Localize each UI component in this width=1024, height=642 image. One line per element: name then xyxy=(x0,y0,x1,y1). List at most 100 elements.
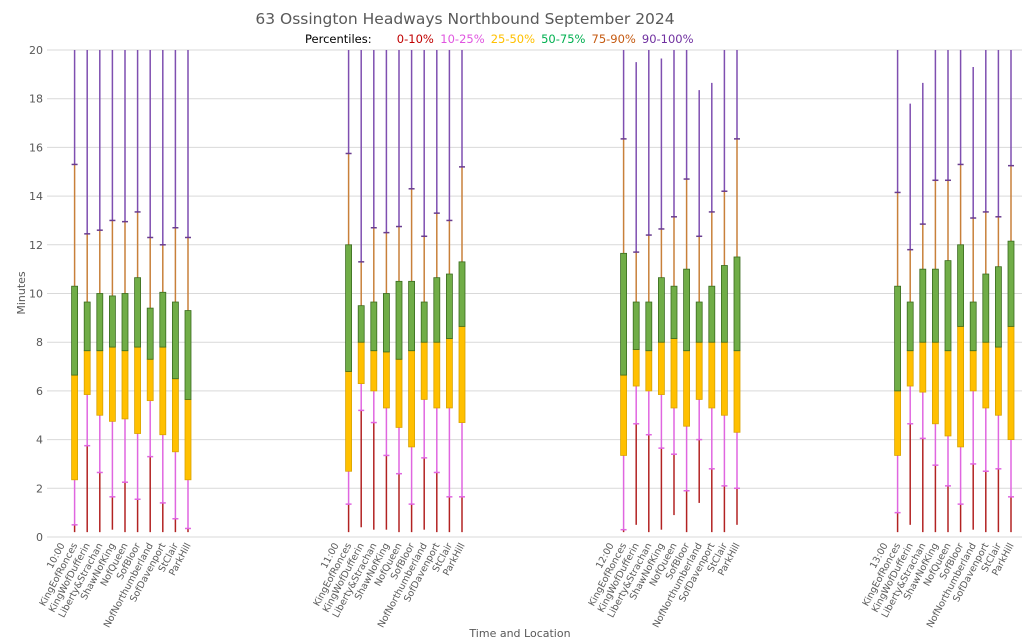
box-11:00-Liberty&Strachan xyxy=(370,50,378,530)
box-11:00-StClair xyxy=(445,50,453,533)
box-10:00-Liberty&Strachan xyxy=(96,50,104,533)
box-25-50 xyxy=(695,341,703,400)
box-50-75 xyxy=(382,293,390,353)
box-50-75 xyxy=(919,268,927,343)
box-25-50 xyxy=(109,346,116,422)
box-13:00-NofNorthumberland xyxy=(969,67,977,530)
box-12:00-KingWofDufferin xyxy=(632,62,640,525)
box-50-75 xyxy=(370,301,378,352)
box-25-50 xyxy=(906,350,914,387)
box-25-50 xyxy=(134,346,142,434)
box-50-75 xyxy=(146,307,154,360)
legend-entry: 50-75% xyxy=(541,32,585,46)
box-50-75 xyxy=(906,301,914,352)
legend-entry: 10-25% xyxy=(440,32,484,46)
box-11:00-NofQueen xyxy=(395,50,403,533)
box-12:00-KingEofRonces xyxy=(620,50,627,533)
y-tick-label: 16 xyxy=(29,141,43,154)
box-10:00-KingEofRonces xyxy=(71,50,78,533)
box-50-75 xyxy=(408,280,416,352)
box-50-75 xyxy=(420,301,428,343)
legend-entry: 75-90% xyxy=(592,32,636,46)
box-13:00-StClair xyxy=(995,50,1002,533)
box-10:00-SofDavenport xyxy=(159,50,167,533)
box-25-50 xyxy=(159,346,167,436)
box-25-50 xyxy=(345,371,353,472)
box-25-50 xyxy=(445,338,453,409)
box-25-50 xyxy=(995,346,1002,416)
box-25-50 xyxy=(645,350,653,392)
box-50-75 xyxy=(134,277,142,348)
box-25-50 xyxy=(932,341,939,425)
box-50-75 xyxy=(632,301,640,350)
box-25-50 xyxy=(408,350,416,448)
y-tick-label: 12 xyxy=(29,239,43,252)
box-11:00-SofDavenport xyxy=(433,50,441,533)
plot-area xyxy=(71,50,1015,533)
box-50-75 xyxy=(658,277,665,343)
box-11:00-NofNorthumberland xyxy=(420,50,428,530)
box-50-75 xyxy=(71,285,78,376)
box-50-75 xyxy=(894,285,901,392)
box-13:00-ShawNofKing xyxy=(932,50,939,533)
box-12:00-ParkHill xyxy=(733,50,741,525)
y-tick-label: 10 xyxy=(29,288,43,301)
box-25-50 xyxy=(658,341,665,395)
x-axis-title: Time and Location xyxy=(468,627,570,640)
y-tick-label: 2 xyxy=(36,482,43,495)
box-25-50 xyxy=(1007,325,1015,440)
box-25-50 xyxy=(146,358,154,402)
box-50-75 xyxy=(171,301,179,380)
box-50-75 xyxy=(944,260,952,352)
box-25-50 xyxy=(83,350,91,395)
box-25-50 xyxy=(721,341,728,416)
y-tick-label: 0 xyxy=(36,531,43,544)
y-tick-label: 8 xyxy=(36,336,43,349)
box-50-75 xyxy=(733,256,741,352)
box-13:00-Liberty&Strachan xyxy=(919,82,927,533)
x-axis-ticks: 10:00KingEofRoncesKingWofDufferinLiberty… xyxy=(38,541,1017,630)
box-50-75 xyxy=(708,285,716,343)
box-25-50 xyxy=(71,374,78,481)
box-50-75 xyxy=(645,301,653,352)
box-10:00-KingWofDufferin xyxy=(83,50,91,533)
box-50-75 xyxy=(982,273,990,343)
box-50-75 xyxy=(721,265,728,343)
box-25-50 xyxy=(121,350,129,420)
box-12:00-ShawNofKing xyxy=(658,58,665,530)
y-tick-label: 14 xyxy=(29,190,43,203)
box-50-75 xyxy=(433,277,441,343)
box-11:00-KingEofRonces xyxy=(345,50,353,533)
box-13:00-ParkHill xyxy=(1007,50,1015,533)
box-25-50 xyxy=(395,358,403,428)
box-50-75 xyxy=(395,280,403,360)
box-25-50 xyxy=(969,350,977,392)
box-50-75 xyxy=(445,273,453,339)
gridlines xyxy=(47,49,1022,538)
box-25-50 xyxy=(982,341,990,409)
y-tick-label: 6 xyxy=(36,385,43,398)
box-25-50 xyxy=(632,349,640,387)
box-50-75 xyxy=(357,305,365,343)
box-13:00-KingWofDufferin xyxy=(906,103,914,525)
y-tick-label: 20 xyxy=(29,44,43,57)
box-50-75 xyxy=(1007,240,1015,327)
box-25-50 xyxy=(683,350,690,427)
box-10:00-SofBloor xyxy=(134,50,142,533)
box-50-75 xyxy=(121,293,129,352)
y-axis-ticks: 0 2 4 6 8 10 12 14 16 18 20 xyxy=(29,44,43,544)
box-25-50 xyxy=(458,325,466,423)
box-25-50 xyxy=(184,399,192,481)
box-50-75 xyxy=(83,301,91,352)
box-13:00-SofDavenport xyxy=(982,50,990,533)
box-25-50 xyxy=(171,378,179,453)
box-50-75 xyxy=(159,291,167,348)
box-11:00-SofBloor xyxy=(408,50,416,533)
box-25-50 xyxy=(420,341,428,400)
box-25-50 xyxy=(944,350,952,437)
box-12:00-NofQueen xyxy=(670,50,678,516)
box-25-50 xyxy=(708,341,716,409)
box-50-75 xyxy=(683,268,690,352)
legend-entry: 25-50% xyxy=(491,32,535,46)
box-13:00-KingEofRonces xyxy=(894,50,901,533)
